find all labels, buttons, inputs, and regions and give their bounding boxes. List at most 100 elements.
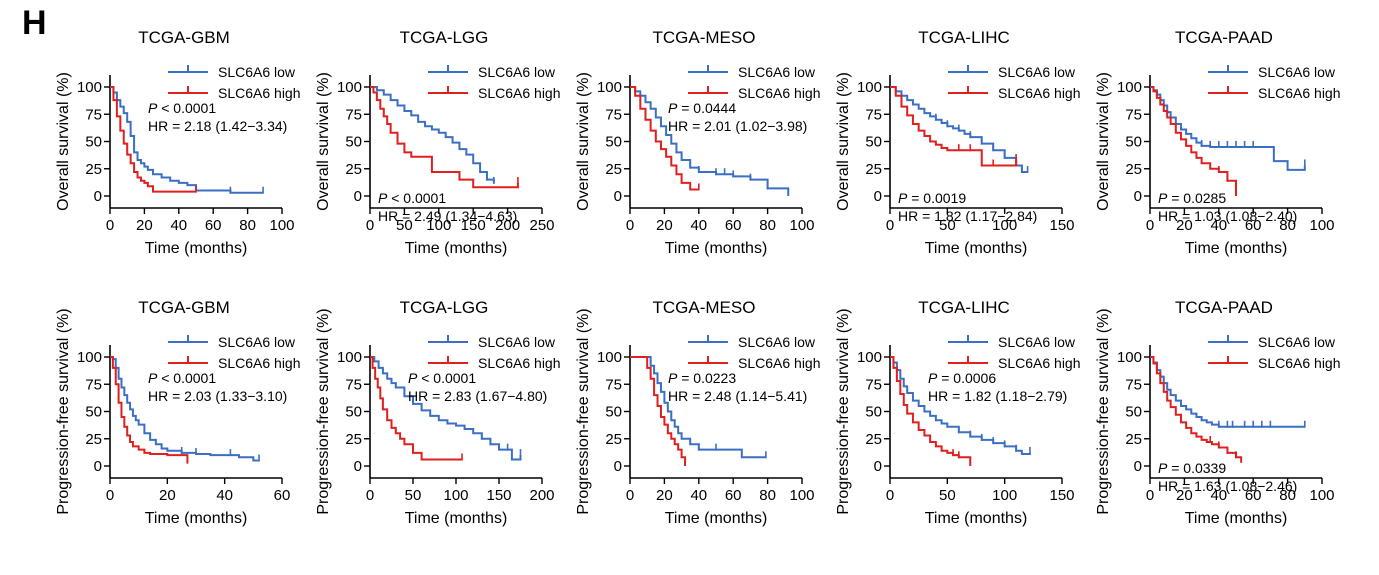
y-tick-label: 50 bbox=[865, 134, 882, 151]
y-tick-label: 75 bbox=[345, 376, 362, 393]
x-tick-label: 100 bbox=[789, 487, 814, 504]
x-tick-label: 20 bbox=[656, 487, 673, 504]
hazard-ratio: HR = 1.63 (1.08−2.46) bbox=[1158, 478, 1297, 494]
x-tick-label: 100 bbox=[269, 217, 294, 234]
x-tick-label: 20 bbox=[1176, 217, 1193, 234]
x-tick-label: 50 bbox=[939, 217, 956, 234]
legend-label: SLC6A6 low bbox=[1258, 64, 1336, 80]
y-tick-label: 0 bbox=[614, 458, 622, 475]
x-tick-label: 50 bbox=[939, 487, 956, 504]
p-value-text: < 0.0001 bbox=[387, 190, 446, 206]
y-tick-label: 100 bbox=[857, 349, 882, 366]
legend-label: SLC6A6 low bbox=[218, 64, 296, 80]
series-line-high bbox=[630, 356, 687, 466]
chart-os-lihc: TCGA-LIHC 0 25 50 75 100 0 50 100 150 Time (months… bbox=[835, 28, 1081, 257]
y-tick-label: 25 bbox=[345, 161, 362, 178]
chart-pfs-lihc: TCGA-LIHC 0 25 50 75 100 0 50 100 150 Time (months… bbox=[835, 298, 1081, 527]
legend-label: SLC6A6 low bbox=[478, 64, 556, 80]
y-tick-label: 0 bbox=[94, 188, 102, 205]
y-tick-label: 100 bbox=[857, 79, 882, 96]
y-tick-label: 100 bbox=[337, 79, 362, 96]
p-value-text: = 0.0006 bbox=[937, 370, 996, 386]
y-axis-label: Progression-free survival (%) bbox=[315, 308, 332, 514]
series-line-high bbox=[370, 356, 463, 461]
chart-title: TCGA-MESO bbox=[653, 298, 756, 317]
y-tick-label: 75 bbox=[85, 376, 102, 393]
y-tick-label: 50 bbox=[345, 404, 362, 421]
p-value: P = 0.0285 bbox=[1158, 190, 1226, 206]
y-tick-label: 50 bbox=[605, 404, 622, 421]
y-tick-label: 75 bbox=[605, 376, 622, 393]
p-symbol: P bbox=[928, 370, 938, 386]
legend-label: SLC6A6 low bbox=[478, 334, 556, 350]
y-tick-label: 75 bbox=[85, 106, 102, 123]
legend-label: SLC6A6 high bbox=[478, 355, 561, 371]
x-axis-label: Time (months) bbox=[145, 510, 248, 527]
series-line-high bbox=[1150, 356, 1243, 463]
chart-title: TCGA-PAAD bbox=[1175, 28, 1273, 47]
x-tick-label: 150 bbox=[461, 217, 486, 234]
chart-os-gbm: TCGA-GBM 0 25 50 75 100 0 20 40 60 80 100 Time (mont… bbox=[55, 28, 301, 257]
y-tick-label: 0 bbox=[614, 188, 622, 205]
chart-pfs-gbm: TCGA-GBM 0 25 50 75 100 0 20 40 60 Time (months) Pr… bbox=[55, 298, 301, 527]
legend-label: SLC6A6 high bbox=[478, 85, 561, 101]
x-tick-label: 40 bbox=[1210, 487, 1227, 504]
series-line-low bbox=[630, 86, 790, 196]
x-tick-label: 20 bbox=[159, 487, 176, 504]
series-line-high bbox=[1150, 86, 1237, 196]
chart-title: TCGA-GBM bbox=[138, 298, 230, 317]
p-symbol: P bbox=[378, 190, 388, 206]
y-tick-label: 25 bbox=[1125, 431, 1142, 448]
x-tick-label: 80 bbox=[759, 487, 776, 504]
legend-label: SLC6A6 low bbox=[1258, 334, 1336, 350]
x-tick-label: 60 bbox=[1245, 217, 1262, 234]
x-tick-label: 0 bbox=[626, 487, 634, 504]
p-value: P = 0.0006 bbox=[928, 370, 996, 386]
x-tick-label: 100 bbox=[443, 487, 468, 504]
x-tick-label: 0 bbox=[1146, 217, 1154, 234]
p-value: P = 0.0223 bbox=[668, 370, 736, 386]
y-axis-label: Progression-free survival (%) bbox=[835, 308, 852, 514]
x-tick-label: 100 bbox=[1309, 217, 1334, 234]
chart-title: TCGA-GBM bbox=[138, 28, 230, 47]
y-axis-label: Overall survival (%) bbox=[1095, 72, 1112, 211]
x-tick-label: 80 bbox=[1279, 217, 1296, 234]
p-value-text: < 0.0001 bbox=[157, 370, 216, 386]
hazard-ratio: HR = 2.48 (1.14−5.41) bbox=[668, 388, 807, 404]
p-value: P < 0.0001 bbox=[148, 100, 216, 116]
chart-os-meso: TCGA-MESO 0 25 50 75 100 0 20 40 60 80 100 Time (mon… bbox=[575, 28, 821, 257]
legend-label: SLC6A6 low bbox=[738, 334, 816, 350]
chart-pfs-meso: TCGA-MESO 0 25 50 75 100 0 20 40 60 80 100 Time (mon… bbox=[575, 298, 821, 527]
p-value-text: = 0.0285 bbox=[1167, 190, 1226, 206]
x-tick-label: 0 bbox=[106, 487, 114, 504]
y-tick-label: 0 bbox=[94, 458, 102, 475]
chart-title: TCGA-MESO bbox=[653, 28, 756, 47]
legend-label: SLC6A6 low bbox=[738, 64, 816, 80]
x-axis-label: Time (months) bbox=[925, 510, 1028, 527]
p-value-text: < 0.0001 bbox=[417, 370, 476, 386]
y-tick-label: 25 bbox=[85, 431, 102, 448]
y-tick-label: 25 bbox=[605, 161, 622, 178]
x-tick-label: 0 bbox=[366, 217, 374, 234]
series-line-low bbox=[370, 86, 495, 183]
y-tick-label: 25 bbox=[85, 161, 102, 178]
x-axis-label: Time (months) bbox=[405, 240, 508, 257]
x-tick-label: 40 bbox=[170, 217, 187, 234]
chart-pfs-lgg: TCGA-LGG 0 25 50 75 100 0 50 100 150 200 Time (mont… bbox=[315, 298, 561, 527]
p-value: P = 0.0444 bbox=[668, 100, 736, 116]
p-symbol: P bbox=[668, 100, 678, 116]
x-tick-label: 60 bbox=[725, 217, 742, 234]
series-line-high bbox=[890, 86, 1018, 167]
x-tick-label: 20 bbox=[136, 217, 153, 234]
y-tick-label: 0 bbox=[1134, 458, 1142, 475]
y-tick-label: 100 bbox=[337, 349, 362, 366]
y-tick-label: 25 bbox=[345, 431, 362, 448]
x-tick-label: 100 bbox=[789, 217, 814, 234]
series-line-high bbox=[110, 86, 196, 193]
x-axis-label: Time (months) bbox=[665, 510, 768, 527]
p-value-text: = 0.0223 bbox=[677, 370, 736, 386]
p-value: P = 0.0339 bbox=[1158, 460, 1226, 476]
chart-title: TCGA-PAAD bbox=[1175, 298, 1273, 317]
y-tick-label: 25 bbox=[865, 161, 882, 178]
x-tick-label: 200 bbox=[529, 487, 554, 504]
